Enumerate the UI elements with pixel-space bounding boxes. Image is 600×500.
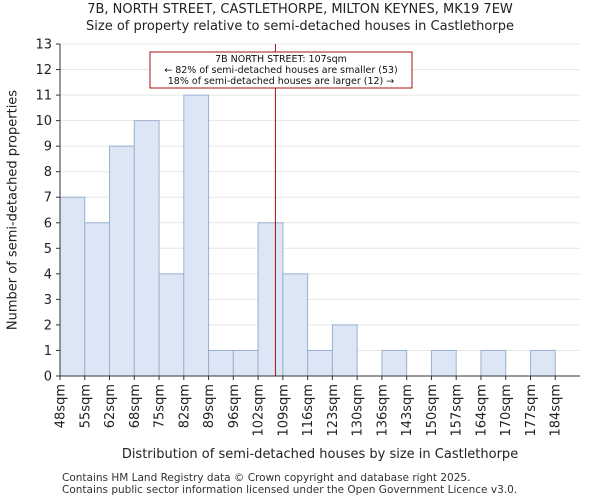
x-tick-label: 82sqm	[177, 384, 192, 428]
bar-82sqm	[183, 94, 210, 377]
x-tick-label: 123sqm	[326, 384, 341, 437]
x-tick-label: 170sqm	[499, 384, 514, 437]
bar-164sqm	[480, 349, 507, 377]
y-tick-label: 11	[35, 89, 52, 104]
x-tick-label: 62sqm	[103, 384, 118, 428]
bar-116sqm	[307, 349, 333, 377]
bar-123sqm	[331, 324, 358, 377]
x-tick-label: 150sqm	[425, 384, 440, 437]
y-tick-label: 9	[44, 140, 52, 155]
footer-copyright: Contains HM Land Registry data © Crown c…	[62, 472, 471, 484]
y-tick-label: 6	[44, 216, 52, 231]
x-tick-label: 109sqm	[276, 384, 291, 437]
x-tick-label: 55sqm	[78, 384, 93, 428]
x-tick-label: 177sqm	[524, 384, 539, 437]
bar-89sqm	[208, 349, 234, 377]
x-tick-label: 96sqm	[227, 384, 242, 428]
bar-109sqm	[282, 273, 309, 377]
bar-136sqm	[381, 349, 408, 377]
bar-75sqm	[158, 273, 185, 377]
bar-55sqm	[84, 222, 111, 377]
y-tick-label: 1	[44, 344, 52, 359]
bar-62sqm	[109, 145, 135, 377]
x-tick-label: 143sqm	[400, 384, 415, 437]
footer-licence: Contains public sector information licen…	[62, 484, 518, 496]
y-tick-label: 5	[44, 242, 52, 257]
annotation-frame	[149, 51, 413, 89]
y-tick-label: 8	[44, 165, 52, 180]
plot-axes	[59, 44, 580, 377]
chart-title-address: 7B, NORTH STREET, CASTLETHORPE, MILTON K…	[87, 2, 513, 17]
y-tick-label: 13	[35, 38, 52, 53]
x-tick-label: 68sqm	[128, 384, 143, 428]
x-axis-ticks: 48sqm 55sqm 62sqm 68sqm 75sqm 82sqm 89sqm 96sqm…	[54, 376, 564, 437]
y-tick-label: 4	[44, 267, 52, 282]
y-tick-label: 7	[44, 191, 52, 206]
x-tick-label: 116sqm	[301, 384, 316, 437]
x-tick-label: 157sqm	[450, 384, 465, 437]
y-tick-label: 0	[44, 370, 52, 385]
x-tick-label: 48sqm	[54, 384, 69, 428]
bar-48sqm	[59, 196, 86, 377]
bar-96sqm	[232, 349, 259, 377]
bar-68sqm	[133, 120, 160, 377]
x-tick-label: 102sqm	[252, 384, 267, 437]
x-tick-label: 89sqm	[202, 384, 217, 428]
histogram-bars	[59, 94, 556, 377]
bar-102sqm	[257, 222, 284, 377]
x-tick-label: 136sqm	[375, 384, 390, 437]
y-tick-label: 12	[35, 63, 52, 78]
y-tick-label: 3	[44, 293, 52, 308]
x-tick-label: 164sqm	[474, 384, 489, 437]
x-tick-label: 75sqm	[153, 384, 168, 428]
annotation-line-1: 7B NORTH STREET: 107sqm	[215, 54, 347, 65]
y-axis-label: Number of semi-detached properties	[6, 90, 21, 330]
y-tick-label: 2	[44, 318, 52, 333]
bar-177sqm	[529, 349, 556, 377]
annotation-box: 7B NORTH STREET: 107sqm ← 82% of semi-de…	[149, 51, 413, 89]
annotation-line-3: 18% of semi-detached houses are larger (…	[168, 76, 395, 87]
y-tick-label: 10	[35, 114, 52, 129]
x-axis-label: Distribution of semi-detached houses by …	[122, 447, 518, 462]
chart-title: Size of property relative to semi-detach…	[86, 19, 514, 34]
x-tick-label: 184sqm	[549, 384, 564, 437]
x-tick-label: 130sqm	[351, 384, 366, 437]
bar-150sqm	[430, 349, 457, 377]
annotation-line-2: ← 82% of semi-detached houses are smalle…	[164, 65, 398, 76]
